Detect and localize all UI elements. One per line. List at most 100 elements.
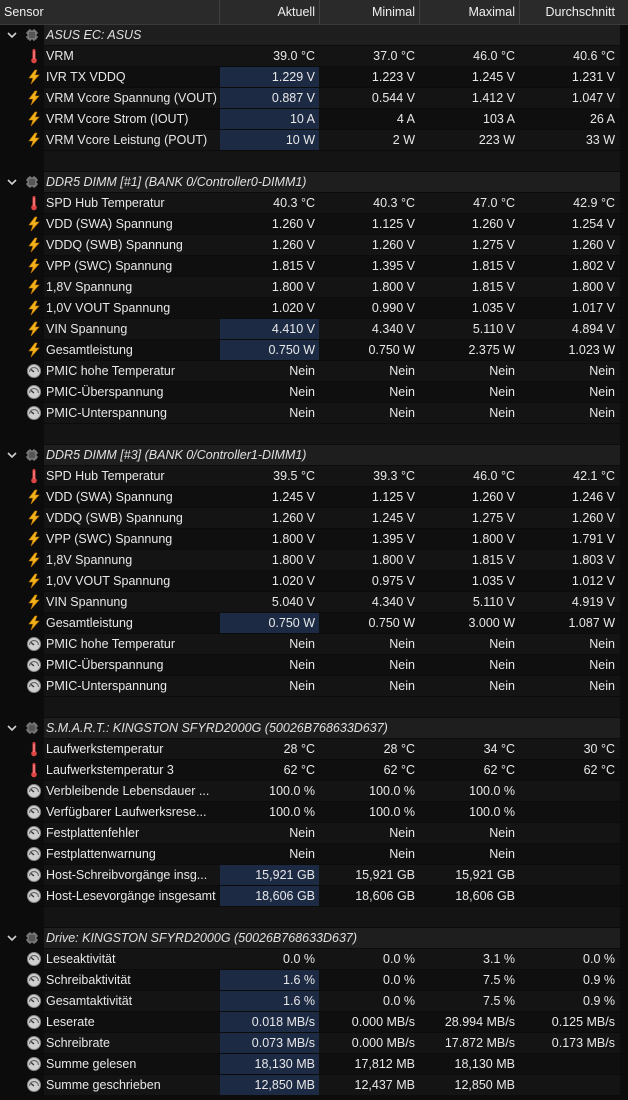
value-current: 1.800 V <box>271 280 315 294</box>
sensor-row[interactable]: PMIC-Unterspannung Nein Nein Nein Nein <box>0 676 628 697</box>
value-max: 100.0 % <box>469 805 515 819</box>
sensor-name: Festplattenfehler <box>46 826 140 840</box>
sensor-row[interactable]: Verbleibende Lebensdauer ... 100.0 % 100.0… <box>0 781 628 802</box>
column-header-avg[interactable]: Durchschnitt <box>545 5 615 19</box>
thermometer-icon <box>26 762 42 778</box>
group-spacer <box>0 907 628 928</box>
sensor-row[interactable]: VRM Vcore Strom (IOUT) 10 A 4 A 103 A 26 A <box>0 109 628 130</box>
sensor-row[interactable]: SPD Hub Temperatur 40.3 °C 40.3 °C 47.0 °C 4… <box>0 193 628 214</box>
sensor-row[interactable]: 1,0V VOUT Spannung 1.020 V 0.990 V 1.035 V 1… <box>0 298 628 319</box>
sensor-name: PMIC-Unterspannung <box>46 679 167 693</box>
value-avg: 0.125 MB/s <box>551 1015 615 1029</box>
sensor-name: PMIC hohe Temperatur <box>46 364 175 378</box>
lightning-icon <box>26 489 42 505</box>
value-max: 18,606 GB <box>455 889 515 903</box>
sensor-row[interactable]: IVR TX VDDQ 1.229 V 1.223 V 1.245 V 1.231 V <box>0 67 628 88</box>
value-current: 1.260 V <box>271 238 315 252</box>
sensor-row[interactable]: 1,0V VOUT Spannung 1.020 V 0.975 V 1.035 V 1… <box>0 571 628 592</box>
sensor-row[interactable]: VRM Vcore Spannung (VOUT) 0.887 V 0.544 V 1… <box>0 88 628 109</box>
sensor-name: VIN Spannung <box>46 322 128 336</box>
value-min: 1.245 V <box>371 511 415 525</box>
sensor-row[interactable]: VIN Spannung 5.040 V 4.340 V 5.110 V 4.919 V <box>0 592 628 613</box>
value-avg <box>520 844 619 864</box>
sensor-group-header[interactable]: ASUS EC: ASUS <box>0 25 628 46</box>
sensor-row[interactable]: Festplattenfehler Nein Nein Nein <box>0 823 628 844</box>
value-avg: 1.246 V <box>571 490 615 504</box>
sensor-row[interactable]: PMIC-Überspannung Nein Nein Nein Nein <box>0 382 628 403</box>
sensor-row[interactable]: SPD Hub Temperatur 39.5 °C 39.3 °C 46.0 °C 4… <box>0 466 628 487</box>
sensor-row[interactable]: VIN Spannung 4.410 V 4.340 V 5.110 V 4.894 V <box>0 319 628 340</box>
sensor-row[interactable]: Summe gelesen 18,130 MB 17,812 MB 18,130 MB <box>0 1054 628 1075</box>
thermometer-icon <box>26 48 42 64</box>
sensor-row[interactable]: Gesamtaktivität 1.6 % 0.0 % 7.5 % 0.9 % <box>0 991 628 1012</box>
value-min: 0.000 MB/s <box>351 1036 415 1050</box>
value-max: 223 W <box>478 133 515 147</box>
lightning-icon <box>26 321 42 337</box>
value-avg: 1.802 V <box>571 259 615 273</box>
sensor-name: Summe gelesen <box>46 1057 137 1071</box>
sensor-row[interactable]: PMIC-Unterspannung Nein Nein Nein Nein <box>0 403 628 424</box>
sensor-group-header[interactable]: DDR5 DIMM [#1] (BANK 0/Controller0-DIMM1… <box>0 172 628 193</box>
sensor-row[interactable]: Gesamtleistung 0.750 W 0.750 W 2.375 W 1.023… <box>0 340 628 361</box>
value-avg: 1.012 V <box>571 574 615 588</box>
sensor-row[interactable]: Schreibrate 0.073 MB/s 0.000 MB/s 17.872 MB… <box>0 1033 628 1054</box>
column-header-min[interactable]: Minimal <box>371 5 415 19</box>
value-avg: 42.1 °C <box>573 469 615 483</box>
sensor-row[interactable]: VPP (SWC) Spannung 1.800 V 1.395 V 1.800 V 1… <box>0 529 628 550</box>
sensor-group-header[interactable]: Drive: KINGSTON SFYRD2000G (50026B768633… <box>0 928 628 949</box>
column-divider[interactable] <box>319 0 320 24</box>
sensor-row[interactable]: PMIC hohe Temperatur Nein Nein Nein Nein <box>0 361 628 382</box>
current-value-highlight <box>220 1075 319 1095</box>
column-divider[interactable] <box>419 0 420 24</box>
column-header-current[interactable]: Aktuell <box>277 5 315 19</box>
thermometer-icon <box>26 741 42 757</box>
sensor-group-header[interactable]: S.M.A.R.T.: KINGSTON SFYRD2000G (50026B7… <box>0 718 628 739</box>
sensor-row[interactable]: VDD (SWA) Spannung 1.260 V 1.125 V 1.260 V 1… <box>0 214 628 235</box>
sensor-row[interactable]: VRM 39.0 °C 37.0 °C 46.0 °C 40.6 °C <box>0 46 628 67</box>
value-min: Nein <box>389 385 415 399</box>
sensor-row[interactable]: VDDQ (SWB) Spannung 1.260 V 1.245 V 1.275 V… <box>0 508 628 529</box>
chip-icon <box>25 28 39 42</box>
sensor-row[interactable]: Verfügbarer Laufwerksrese... 100.0 % 100.0… <box>0 802 628 823</box>
sensor-name: Leserate <box>46 1015 95 1029</box>
sensor-group-header[interactable]: DDR5 DIMM [#3] (BANK 0/Controller1-DIMM1… <box>0 445 628 466</box>
sensor-row[interactable]: 1,8V Spannung 1.800 V 1.800 V 1.815 V 1.803 … <box>0 550 628 571</box>
sensor-row[interactable]: Festplattenwarnung Nein Nein Nein <box>0 844 628 865</box>
chevron-down-icon[interactable] <box>6 176 18 188</box>
sensor-name: VDDQ (SWB) Spannung <box>46 238 183 252</box>
sensor-row[interactable]: Laufwerkstemperatur 28 °C 28 °C 34 °C 30 °C <box>0 739 628 760</box>
sensor-row[interactable]: Laufwerkstemperatur 3 62 °C 62 °C 62 °C 62 °… <box>0 760 628 781</box>
lightning-icon <box>26 573 42 589</box>
sensor-row[interactable]: PMIC hohe Temperatur Nein Nein Nein Nein <box>0 634 628 655</box>
row-background <box>44 193 620 213</box>
sensor-row[interactable]: VDD (SWA) Spannung 1.245 V 1.125 V 1.260 V 1… <box>0 487 628 508</box>
sensor-row[interactable]: Leseaktivität 0.0 % 0.0 % 3.1 % 0.0 % <box>0 949 628 970</box>
sensor-row[interactable]: VPP (SWC) Spannung 1.815 V 1.395 V 1.815 V 1… <box>0 256 628 277</box>
chevron-down-icon[interactable] <box>6 932 18 944</box>
sensor-row[interactable]: VDDQ (SWB) Spannung 1.260 V 1.260 V 1.275 V… <box>0 235 628 256</box>
value-current: Nein <box>289 385 315 399</box>
column-divider[interactable] <box>519 0 520 24</box>
lightning-icon <box>26 615 42 631</box>
sensor-row[interactable]: PMIC-Überspannung Nein Nein Nein Nein <box>0 655 628 676</box>
column-divider[interactable] <box>219 0 220 24</box>
sensor-row[interactable]: Leserate 0.018 MB/s 0.000 MB/s 28.994 MB/s 0… <box>0 1012 628 1033</box>
chevron-down-icon[interactable] <box>6 29 18 41</box>
sensor-row[interactable]: Host-Schreibvorgänge insg... 15,921 GB 15,… <box>0 865 628 886</box>
sensor-row[interactable]: Summe geschrieben 12,850 MB 12,437 MB 12,85… <box>0 1075 628 1096</box>
sensor-row[interactable]: 1,8V Spannung 1.800 V 1.800 V 1.815 V 1.800 … <box>0 277 628 298</box>
value-avg: 1.791 V <box>571 532 615 546</box>
sensor-name: VRM Vcore Strom (IOUT) <box>46 112 189 126</box>
row-background <box>44 991 620 1011</box>
column-header-max[interactable]: Maximal <box>468 5 515 19</box>
value-avg: 1.260 V <box>571 238 615 252</box>
column-header-sensor[interactable]: Sensor <box>4 5 44 19</box>
sensor-row[interactable]: VRM Vcore Leistung (POUT) 10 W 2 W 223 W 33 … <box>0 130 628 151</box>
sensor-row[interactable]: Schreibaktivität 1.6 % 0.0 % 7.5 % 0.9 % <box>0 970 628 991</box>
chevron-down-icon[interactable] <box>6 449 18 461</box>
sensor-name: 1,0V VOUT Spannung <box>46 574 171 588</box>
sensor-row[interactable]: Host-Lesevorgänge insgesamt 18,606 GB 18,6… <box>0 886 628 907</box>
chevron-down-icon[interactable] <box>6 722 18 734</box>
sensor-row[interactable]: Gesamtleistung 0.750 W 0.750 W 3.000 W 1.087… <box>0 613 628 634</box>
sensor-name: IVR TX VDDQ <box>46 70 126 84</box>
